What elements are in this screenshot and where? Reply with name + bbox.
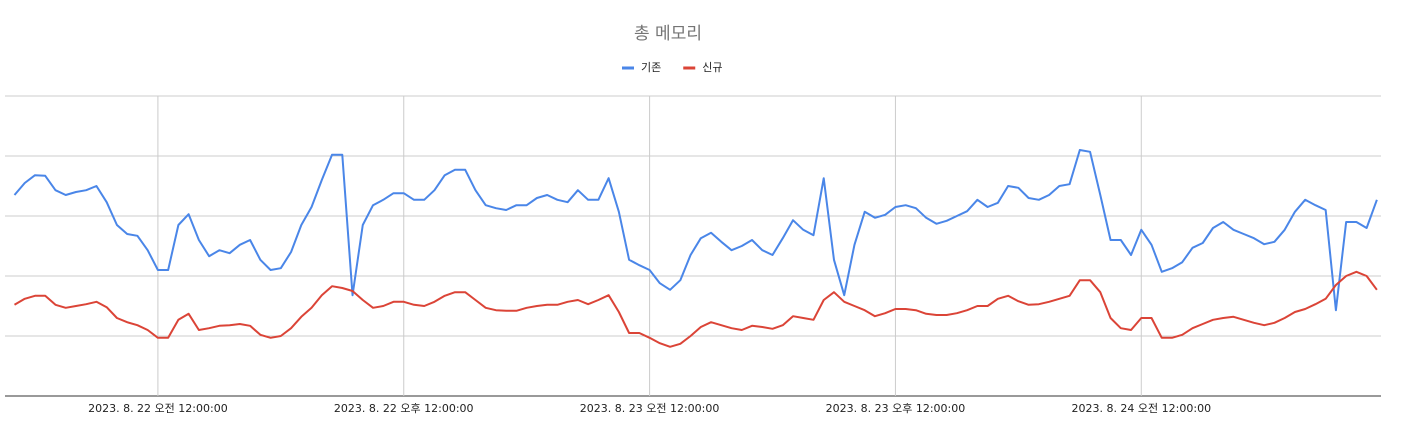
x-tick-label: 2023. 8. 22 오후 12:00:00 <box>334 402 474 415</box>
x-tick-label: 2023. 8. 24 오전 12:00:00 <box>1071 402 1211 415</box>
line-series <box>13 270 1378 348</box>
legend-label: 신규 <box>702 61 722 74</box>
x-tick-label: 2023. 8. 23 오전 12:00:00 <box>580 402 720 415</box>
x-tick-label: 2023. 8. 23 오후 12:00:00 <box>826 402 966 415</box>
legend-label: 기존 <box>641 61 661 74</box>
line-series <box>13 149 1378 312</box>
x-tick-label: 2023. 8. 22 오전 12:00:00 <box>88 402 228 415</box>
chart-title: 총 메모리 <box>634 24 702 44</box>
